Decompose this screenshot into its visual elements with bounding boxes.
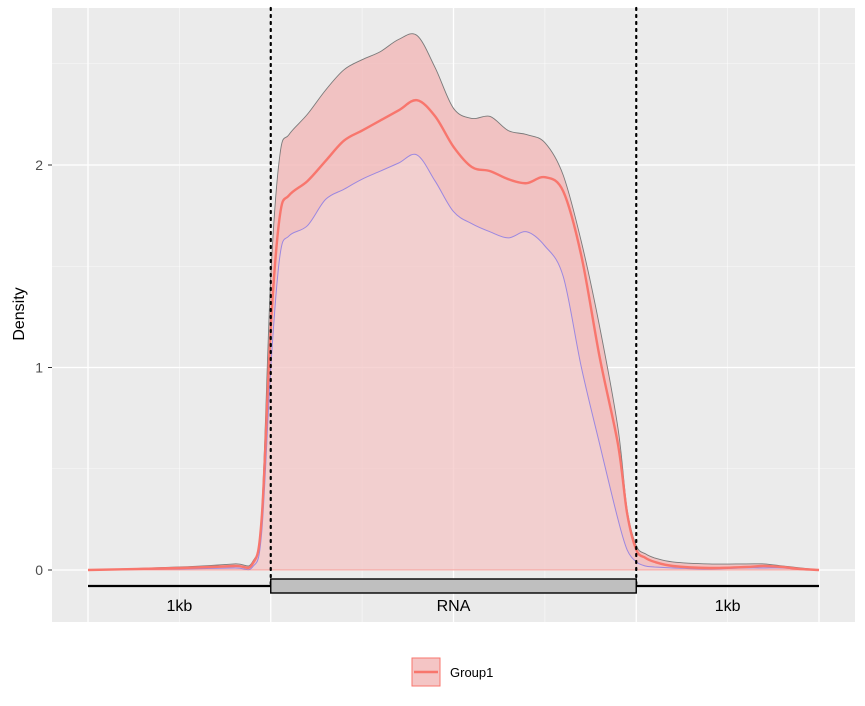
legend: Group1 [411, 657, 493, 687]
region-label: RNA [437, 598, 471, 615]
region-label: 1kb [166, 598, 192, 615]
series-band-group1 [88, 33, 819, 571]
legend-label-group1: Group1 [450, 665, 493, 680]
region-annotation: 1kb RNA 1kb [88, 578, 819, 615]
y-axis-title: Density [11, 287, 28, 340]
y-axis: 0 1 2 [35, 157, 52, 578]
boundary-lines [269, 6, 638, 588]
region-label: 1kb [715, 598, 741, 615]
y-tick-label: 2 [35, 157, 43, 173]
rna-box [270, 578, 637, 594]
y-tick-label: 1 [35, 360, 43, 376]
series-mean-line-group1 [87, 98, 820, 572]
series-lower-line [87, 153, 820, 571]
series-upper-line [87, 33, 820, 571]
y-tick-label: 0 [35, 562, 43, 578]
